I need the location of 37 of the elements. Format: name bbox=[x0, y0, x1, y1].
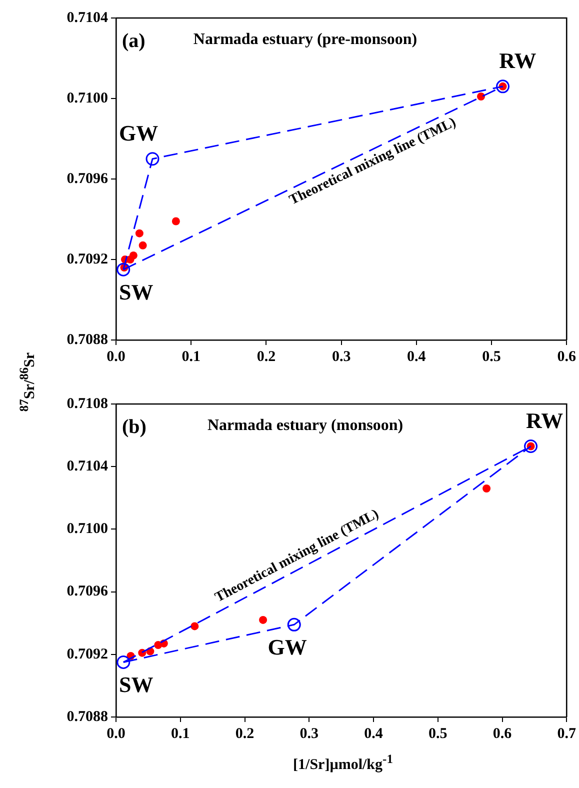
annotation: RW bbox=[526, 408, 564, 433]
text: Narmada estuary (pre-monsoon) bbox=[193, 31, 418, 48]
annotation: RW bbox=[499, 48, 536, 74]
y-tick-label: 0.7088 bbox=[66, 332, 108, 348]
x-tick-label: 0.5 bbox=[428, 726, 448, 742]
y-tick-label: 0.7104 bbox=[66, 10, 108, 26]
annotation: GW bbox=[118, 120, 158, 146]
x-tick-label: 0.4 bbox=[364, 726, 384, 742]
x-tick-label: 0.0 bbox=[106, 726, 126, 742]
x-axis-title: [1/Sr]µmol/kg$^{-1}$ bbox=[293, 752, 393, 774]
x-tick-label: 0.6 bbox=[557, 348, 576, 365]
annotation: SW bbox=[118, 672, 154, 697]
text: Narmada estuary (monsoon) bbox=[207, 417, 404, 434]
x-tick-label: 0.1 bbox=[182, 348, 200, 365]
y-tick-label: 0.7096 bbox=[66, 170, 108, 187]
y-tick-label: 0.7096 bbox=[66, 584, 108, 600]
x-tick-label: 0.3 bbox=[300, 726, 318, 742]
y-tick-label: 0.7088 bbox=[66, 708, 108, 725]
y-tick-label: 0.7108 bbox=[66, 396, 108, 412]
y-tick-label: 0.7092 bbox=[66, 251, 108, 268]
annotation: (a) bbox=[122, 30, 146, 52]
x-tick-label: 0.5 bbox=[482, 348, 501, 365]
y-tick-label: 0.7100 bbox=[66, 90, 108, 106]
x-tick-label: 0.3 bbox=[332, 348, 351, 365]
annotation: GW bbox=[268, 634, 307, 660]
y-tick-label: 0.7092 bbox=[66, 646, 108, 662]
x-tick-label: 0.0 bbox=[106, 348, 126, 365]
annotation: SW bbox=[118, 279, 154, 304]
annotation: (b) bbox=[122, 416, 146, 438]
y-tick-label: 0.7100 bbox=[66, 521, 108, 538]
x-tick-label: 0.1 bbox=[171, 726, 190, 742]
x-tick-label: 0.6 bbox=[492, 726, 512, 742]
x-tick-label: 0.4 bbox=[407, 348, 426, 365]
x-tick-label: 0.2 bbox=[235, 726, 254, 742]
x-tick-label: 0.2 bbox=[256, 348, 276, 365]
x-tick-label: 0.7 bbox=[557, 726, 576, 742]
y-tick-label: 0.7104 bbox=[66, 458, 108, 474]
